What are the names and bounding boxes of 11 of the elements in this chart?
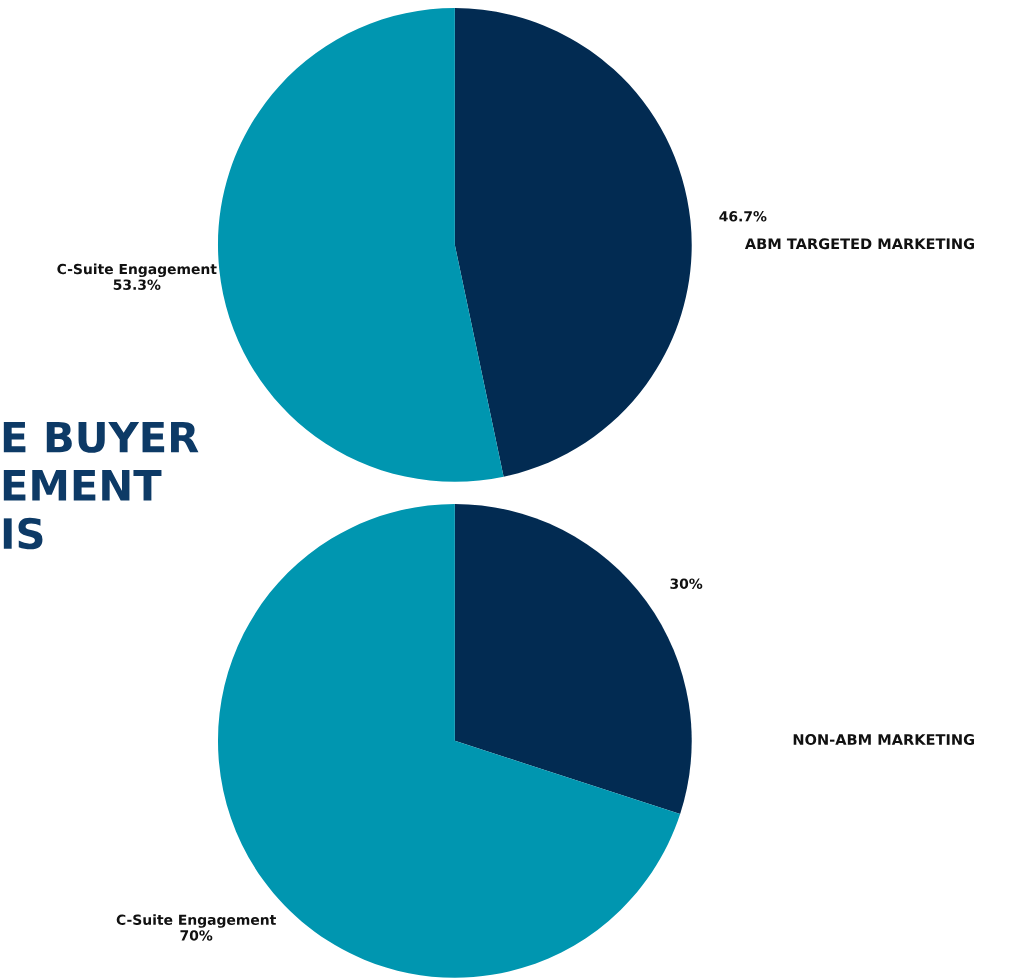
text: NON-ABM MARKETING [793,734,974,746]
text: E BUYER EMENT IS [3,421,199,550]
pie-slice [454,8,692,477]
pie-slice [217,8,504,482]
data-label: 70% [180,930,213,941]
text: ABM TARGETED MARKETING [744,238,974,250]
data-label: 53.3% [113,279,161,290]
data-label: 30% [670,578,703,589]
slice-label: C-Suite Engagement [57,263,217,278]
slice-label: C-Suite Engagement [116,914,276,928]
data-label: 46.7% [719,211,767,222]
